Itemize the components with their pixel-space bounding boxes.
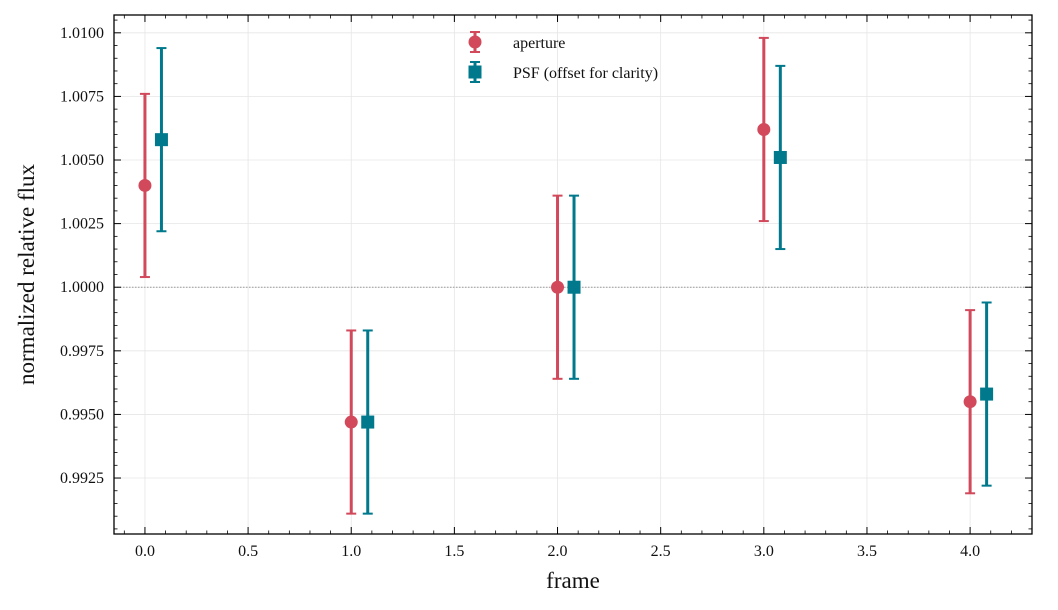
data-point (361, 415, 375, 429)
x-axis-label: frame (546, 568, 600, 593)
legend: aperture PSF (offset for clarity) (468, 31, 658, 83)
x-tick-label: 4.0 (960, 543, 980, 560)
data-point (138, 178, 152, 192)
data-point (757, 122, 771, 136)
series-1 (154, 47, 994, 515)
y-axis-label: normalized relative flux (14, 164, 39, 385)
y-tick-label: 1.0075 (60, 88, 104, 105)
data-point (980, 387, 994, 401)
y-tick-label: 1.0000 (60, 279, 104, 296)
x-tick-label: 1.5 (444, 543, 464, 560)
x-tick-label: 2.0 (548, 543, 568, 560)
y-tick-label: 1.0050 (60, 152, 104, 169)
series-layer (138, 36, 994, 515)
data-point (551, 280, 565, 294)
series-0 (138, 36, 977, 515)
legend-item-psf: PSF (offset for clarity) (468, 61, 658, 83)
data-point (567, 280, 581, 294)
x-tick-label: 2.5 (651, 543, 671, 560)
y-tick-label: 0.9950 (60, 406, 104, 423)
legend-marker-psf (468, 61, 482, 83)
ticks: 0.0 0.5 1.0 1.5 2.0 2.5 3.0 3.5 4.0 0.9925 0.9950 0… (60, 15, 1033, 560)
legend-marker-aperture (468, 31, 482, 53)
y-tick-label: 1.0025 (60, 216, 104, 233)
legend-label-aperture: aperture (513, 35, 565, 52)
x-tick-label: 3.0 (754, 543, 774, 560)
x-tick-label: 3.5 (857, 543, 877, 560)
data-point (963, 395, 977, 409)
x-tick-label: 1.0 (341, 543, 361, 560)
legend-label-psf: PSF (offset for clarity) (513, 65, 658, 82)
legend-symbol (468, 35, 482, 49)
data-point (154, 133, 168, 147)
data-point (344, 415, 358, 429)
data-point (773, 150, 787, 164)
y-tick-label: 1.0100 (60, 25, 104, 42)
y-tick-label: 0.9925 (60, 470, 104, 487)
y-tick-label: 0.9975 (60, 343, 104, 360)
legend-item-aperture: aperture (468, 31, 565, 53)
legend-symbol (468, 65, 482, 79)
x-tick-label: 0.5 (238, 543, 258, 560)
x-tick-label: 0.0 (135, 543, 155, 560)
